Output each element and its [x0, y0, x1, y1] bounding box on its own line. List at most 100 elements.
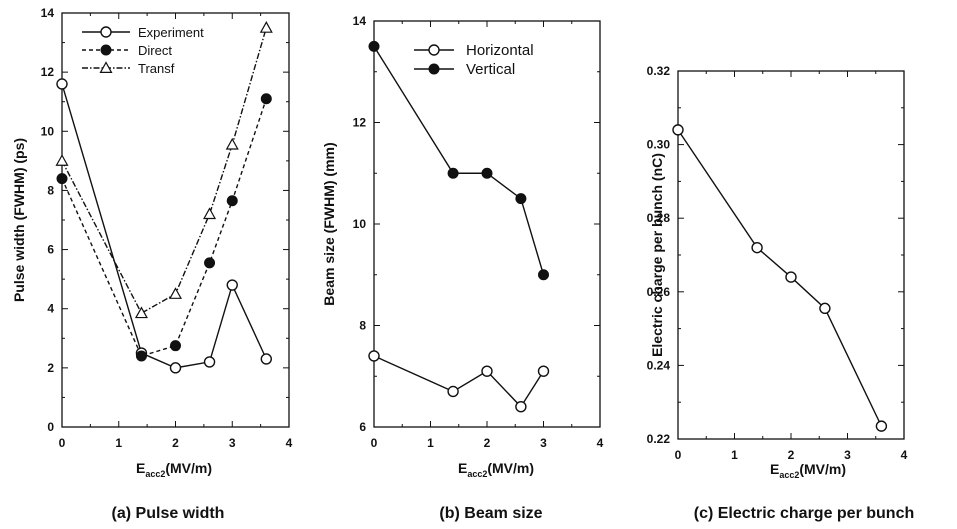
x-label-sub: acc2	[145, 469, 165, 479]
legend: Experiment Direct Transf	[82, 25, 204, 76]
data-point	[819, 302, 831, 315]
y-tick-label: 8	[47, 183, 54, 197]
x-tick-label: 0	[371, 436, 378, 450]
x-tick-label: 1	[427, 436, 434, 450]
panel-caption: (b) Beam size	[439, 505, 542, 522]
data-point	[368, 40, 380, 52]
x-label-unit: (MV/m)	[165, 460, 212, 476]
series-line	[61, 27, 267, 315]
legend-label: Transf	[138, 61, 175, 76]
data-point	[447, 167, 459, 179]
data-point	[481, 365, 493, 377]
y-tick-label: 0.32	[647, 64, 671, 78]
x-tick-label: 2	[172, 436, 179, 450]
data-point	[168, 287, 183, 299]
y-tick-label: 14	[41, 6, 55, 20]
data-point	[134, 306, 148, 319]
panel-caption: (c) Electric charge per bunch	[694, 505, 915, 522]
panel-caption: (a) Pulse width	[112, 505, 225, 522]
y-tick-label: 4	[47, 302, 54, 316]
x-tick-label: 2	[788, 448, 795, 462]
y-tick-label: 12	[353, 116, 367, 130]
x-tick-label: 4	[901, 448, 908, 462]
y-axis-label: Beam size (FWHM) (mm)	[321, 142, 337, 305]
series-line	[373, 46, 545, 275]
data-point	[537, 365, 550, 377]
y-tick-label: 2	[47, 361, 54, 375]
data-point	[751, 241, 763, 254]
y-tick-label: 10	[41, 124, 55, 138]
legend-label: Direct	[138, 43, 172, 58]
x-label-unit: (MV/m)	[487, 460, 534, 476]
data-point	[204, 257, 216, 269]
y-tick-label: 0.30	[647, 138, 671, 152]
series-1	[672, 124, 888, 432]
chart-panel-1: 0 1 2 3 402468101214ExperimentDirectTransfPu…	[11, 6, 293, 522]
y-tick-label: 0.26	[647, 285, 671, 299]
x-tick-label: 3	[844, 448, 851, 462]
legend-marker	[428, 44, 440, 56]
data-point	[515, 193, 527, 205]
y-tick-label: 14	[353, 14, 367, 28]
data-point	[368, 350, 380, 362]
y-tick-label: 8	[359, 319, 366, 333]
data-point	[447, 385, 459, 398]
x-label-main: E	[770, 461, 779, 477]
y-tick-label: 0.22	[647, 432, 671, 446]
y-tick-label: 6	[359, 420, 366, 434]
x-label-main: E	[458, 460, 467, 476]
y-tick-label: 12	[41, 65, 55, 79]
series-line	[677, 129, 883, 427]
x-axis-label: Eacc2(MV/m)	[136, 460, 212, 479]
legend-label: Experiment	[138, 25, 204, 40]
legend: Horizontal Vertical	[414, 42, 534, 78]
x-tick-label: 4	[597, 436, 604, 450]
x-axis-label: Eacc2(MV/m)	[458, 460, 534, 479]
x-tick-label: 2	[484, 436, 491, 450]
data-point	[169, 362, 182, 374]
x-label-unit: (MV/m)	[799, 461, 846, 477]
data-point	[481, 167, 493, 179]
data-point	[538, 269, 549, 281]
series-transf	[55, 21, 273, 319]
x-label-sub: acc2	[467, 469, 487, 479]
x-tick-label: 3	[540, 436, 547, 450]
data-point	[56, 78, 68, 90]
data-point	[260, 353, 272, 365]
x-tick-label: 0	[59, 436, 66, 450]
series-horizontal	[368, 350, 550, 413]
x-label-main: E	[136, 460, 145, 476]
legend-marker	[100, 44, 112, 56]
data-point	[203, 207, 217, 220]
series-vertical	[368, 40, 549, 281]
x-tick-label: 4	[286, 436, 293, 450]
series-line	[373, 355, 545, 408]
x-tick-label: 3	[229, 436, 236, 450]
x-label-sub: acc2	[779, 470, 799, 480]
y-axis-label: Pulse width (FWHM) (ps)	[11, 138, 27, 302]
legend-marker	[100, 26, 112, 38]
y-axis-label: Electric charge per bunch (nC)	[649, 153, 665, 357]
data-point	[135, 350, 147, 362]
data-point	[260, 93, 272, 105]
data-point	[56, 173, 68, 185]
x-tick-label: 0	[675, 448, 682, 462]
data-point	[226, 195, 238, 207]
series-line	[61, 98, 267, 357]
data-point	[203, 356, 216, 368]
data-point	[259, 21, 273, 33]
plot-frame	[677, 70, 905, 440]
x-axis-label: Eacc2(MV/m)	[770, 461, 846, 480]
data-point	[785, 271, 797, 283]
data-point	[515, 401, 527, 413]
series-line	[61, 83, 267, 369]
series-experiment	[56, 78, 272, 374]
chart-panel-3: 0 1 2 3 4 0.22 0.24 0.26 0.28 0.30 0.32 Electric ch…	[647, 64, 915, 522]
x-tick-label: 1	[731, 448, 738, 462]
data-point	[875, 420, 888, 432]
legend-marker	[99, 61, 113, 74]
y-tick-label: 0.28	[647, 211, 671, 225]
legend-marker	[428, 63, 440, 75]
